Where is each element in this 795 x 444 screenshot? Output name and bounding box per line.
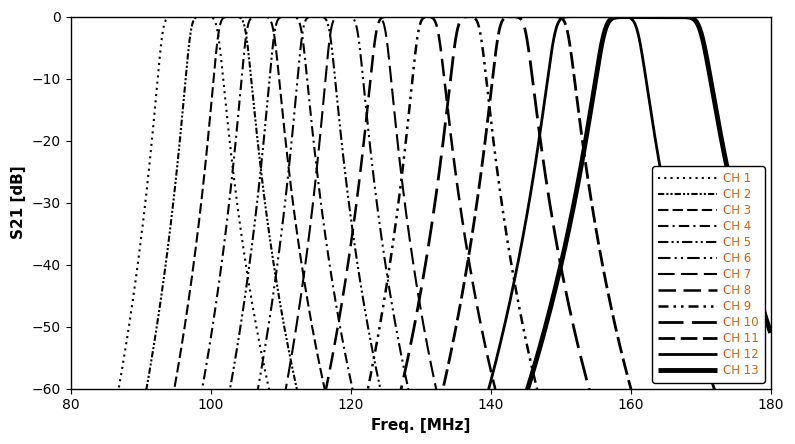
- Legend: CH 1, CH 2, CH 3, CH 4, CH 5, CH 6, CH 7, CH 8, CH 9, CH 10, CH 11, CH 12, CH 13: CH 1, CH 2, CH 3, CH 4, CH 5, CH 6, CH 7…: [652, 166, 765, 383]
- Y-axis label: S21 [dB]: S21 [dB]: [11, 166, 26, 239]
- X-axis label: Freq. [MHz]: Freq. [MHz]: [371, 418, 471, 433]
